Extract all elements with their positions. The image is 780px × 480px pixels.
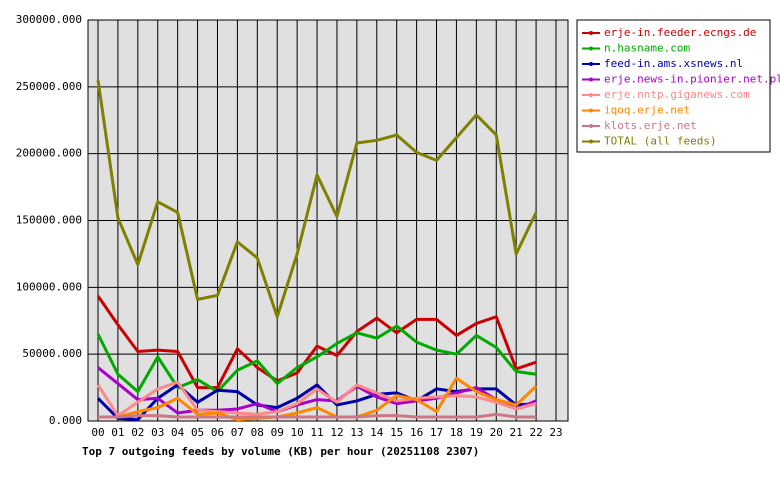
legend-label: erje.news-in.pionier.net.pl xyxy=(604,73,780,86)
x-tick-label: 09 xyxy=(271,426,284,439)
x-tick-label: 05 xyxy=(191,426,204,439)
plot-frame xyxy=(87,19,569,422)
x-tick-label: 11 xyxy=(310,426,323,439)
series-line xyxy=(96,79,538,319)
y-tick-label: 300000.000 xyxy=(16,13,82,26)
series-line xyxy=(96,295,537,390)
x-tick-label: 07 xyxy=(231,426,244,439)
legend-label: klots.erje.net xyxy=(604,119,697,132)
series-line xyxy=(96,324,537,394)
x-tick-label: 15 xyxy=(390,426,403,439)
x-tick-label: 03 xyxy=(151,426,164,439)
chart-title: Top 7 outgoing feeds by volume (KB) per … xyxy=(82,445,479,458)
legend-dot xyxy=(589,46,593,51)
legend-dot xyxy=(589,77,593,82)
x-tick-label: 20 xyxy=(490,426,503,439)
y-tick-label: 150000.000 xyxy=(16,214,82,227)
legend-label: TOTAL (all feeds) xyxy=(604,135,717,148)
legend-label: feed-in.ams.xsnews.nl xyxy=(604,57,743,70)
legend-dot xyxy=(589,93,593,97)
series-line xyxy=(98,376,538,422)
x-tick-label: 12 xyxy=(330,426,343,439)
x-tick-label: 23 xyxy=(549,426,562,439)
series-line xyxy=(96,380,537,418)
y-tick-label: 250000.000 xyxy=(16,80,82,93)
legend-dot xyxy=(589,31,593,35)
y-tick-label: 0.000 xyxy=(49,414,82,427)
y-tick-label: 100000.000 xyxy=(16,280,82,293)
x-tick-label: 13 xyxy=(350,426,363,439)
legend-dot xyxy=(589,108,593,113)
legend-box xyxy=(576,19,771,153)
legend-label: erje-in.feeder.ecngs.de xyxy=(604,26,756,39)
legend-label: n.hasname.com xyxy=(604,42,690,55)
x-tick-label: 08 xyxy=(251,426,264,439)
x-tick-label: 17 xyxy=(430,426,443,439)
y-tick-label: 200000.000 xyxy=(16,147,82,160)
x-tick-label: 22 xyxy=(529,426,542,439)
x-tick-label: 00 xyxy=(91,426,104,439)
x-tick-label: 02 xyxy=(131,426,144,439)
x-tick-label: 04 xyxy=(171,426,185,439)
x-tick-label: 10 xyxy=(291,426,304,439)
x-tick-label: 21 xyxy=(510,426,523,439)
x-tick-label: 16 xyxy=(410,426,423,439)
x-tick-label: 18 xyxy=(450,426,463,439)
x-tick-label: 01 xyxy=(111,426,124,439)
legend-label: iqoq.erje.net xyxy=(604,104,690,117)
y-tick-label: 50000.000 xyxy=(22,347,82,360)
series-line xyxy=(98,412,537,419)
x-tick-label: 19 xyxy=(470,426,483,439)
legend-label: erje.nntp.giganews.com xyxy=(604,88,750,101)
x-tick-label: 14 xyxy=(370,426,384,439)
legend-dot xyxy=(589,124,593,128)
legend-dot xyxy=(589,62,593,66)
x-tick-label: 06 xyxy=(211,426,224,439)
series-line xyxy=(97,366,537,415)
legend-dot xyxy=(589,139,593,144)
